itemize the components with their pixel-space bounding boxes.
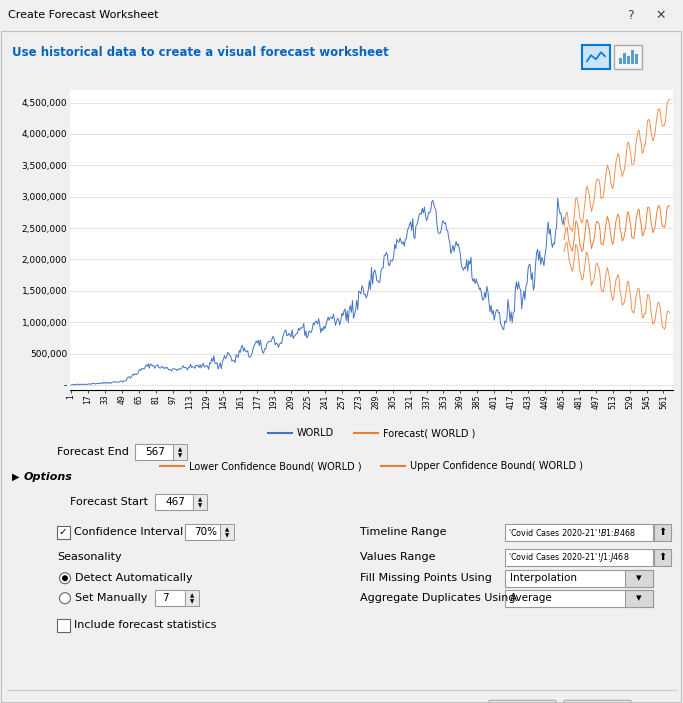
Text: ✓: ✓ bbox=[59, 527, 68, 537]
Bar bbox=[635, 54, 638, 64]
Text: Options: Options bbox=[24, 472, 73, 482]
Bar bbox=[193, 494, 207, 510]
Text: ▼: ▼ bbox=[225, 534, 229, 538]
Text: ✕: ✕ bbox=[656, 8, 667, 22]
Text: Set Manually: Set Manually bbox=[75, 593, 148, 603]
Legend: Lower Confidence Bound( WORLD ), Upper Confidence Bound( WORLD ): Lower Confidence Bound( WORLD ), Upper C… bbox=[156, 458, 587, 475]
Bar bbox=[625, 570, 653, 587]
Text: ▼: ▼ bbox=[178, 453, 182, 459]
Text: Use historical data to create a visual forecast worksheet: Use historical data to create a visual f… bbox=[12, 46, 389, 59]
FancyBboxPatch shape bbox=[614, 45, 642, 69]
Bar bbox=[57, 527, 70, 539]
Text: ▲: ▲ bbox=[198, 498, 202, 503]
Text: Values Range: Values Range bbox=[360, 553, 436, 562]
Bar bbox=[505, 570, 653, 587]
Text: ⬆: ⬆ bbox=[658, 527, 666, 537]
FancyBboxPatch shape bbox=[564, 700, 631, 703]
Text: Seasonality: Seasonality bbox=[57, 553, 122, 562]
Text: 'Covid Cases 2020-21'!$J$1:$J$468: 'Covid Cases 2020-21'!$J$1:$J$468 bbox=[508, 550, 630, 564]
Bar bbox=[185, 591, 199, 606]
Text: 'Covid Cases 2020-21'!$B$1:$B$468: 'Covid Cases 2020-21'!$B$1:$B$468 bbox=[508, 527, 636, 538]
Text: ▼: ▼ bbox=[198, 504, 202, 509]
Text: 7: 7 bbox=[162, 593, 169, 603]
Bar bbox=[57, 619, 70, 632]
Text: Timeline Range: Timeline Range bbox=[360, 527, 447, 537]
Bar bbox=[623, 53, 626, 64]
Text: 467: 467 bbox=[165, 497, 185, 508]
Text: Average: Average bbox=[510, 593, 553, 603]
Text: Forecast Start: Forecast Start bbox=[70, 497, 148, 508]
Text: ▲: ▲ bbox=[225, 528, 229, 533]
Text: Interpolation: Interpolation bbox=[510, 573, 577, 583]
Bar bbox=[220, 524, 234, 540]
Text: Detect Automatically: Detect Automatically bbox=[75, 573, 193, 583]
FancyBboxPatch shape bbox=[489, 700, 556, 703]
Text: ▲: ▲ bbox=[190, 594, 194, 599]
Text: ▾: ▾ bbox=[636, 573, 642, 583]
Bar bbox=[155, 494, 193, 510]
Text: Create Forecast Worksheet: Create Forecast Worksheet bbox=[8, 10, 158, 20]
Text: Include forecast statistics: Include forecast statistics bbox=[74, 620, 217, 630]
Circle shape bbox=[62, 575, 68, 581]
Text: Confidence Interval: Confidence Interval bbox=[74, 527, 183, 537]
Text: 70%: 70% bbox=[194, 527, 217, 537]
Text: ⬆: ⬆ bbox=[658, 553, 666, 562]
Bar bbox=[505, 549, 653, 566]
FancyBboxPatch shape bbox=[582, 45, 610, 69]
Text: Fill Missing Points Using: Fill Missing Points Using bbox=[360, 573, 492, 583]
Text: 567: 567 bbox=[145, 447, 165, 457]
Bar bbox=[135, 444, 173, 460]
Bar bbox=[505, 591, 653, 607]
Bar bbox=[619, 58, 622, 64]
Text: ▲: ▲ bbox=[178, 448, 182, 453]
Text: Aggregate Duplicates Using: Aggregate Duplicates Using bbox=[360, 593, 516, 603]
Circle shape bbox=[59, 593, 70, 604]
Text: Forecast End: Forecast End bbox=[57, 447, 129, 457]
Bar bbox=[631, 50, 634, 64]
Bar bbox=[654, 524, 671, 541]
Text: ▾: ▾ bbox=[636, 593, 642, 603]
Bar bbox=[625, 591, 653, 607]
Bar bbox=[654, 549, 671, 566]
Circle shape bbox=[59, 573, 70, 583]
Text: ▶: ▶ bbox=[12, 472, 20, 482]
Text: ?: ? bbox=[627, 8, 634, 22]
Bar bbox=[155, 591, 185, 606]
Bar bbox=[185, 524, 220, 540]
Bar bbox=[627, 56, 630, 64]
Text: ▼: ▼ bbox=[190, 600, 194, 605]
Bar bbox=[505, 524, 653, 541]
Bar bbox=[173, 444, 187, 460]
